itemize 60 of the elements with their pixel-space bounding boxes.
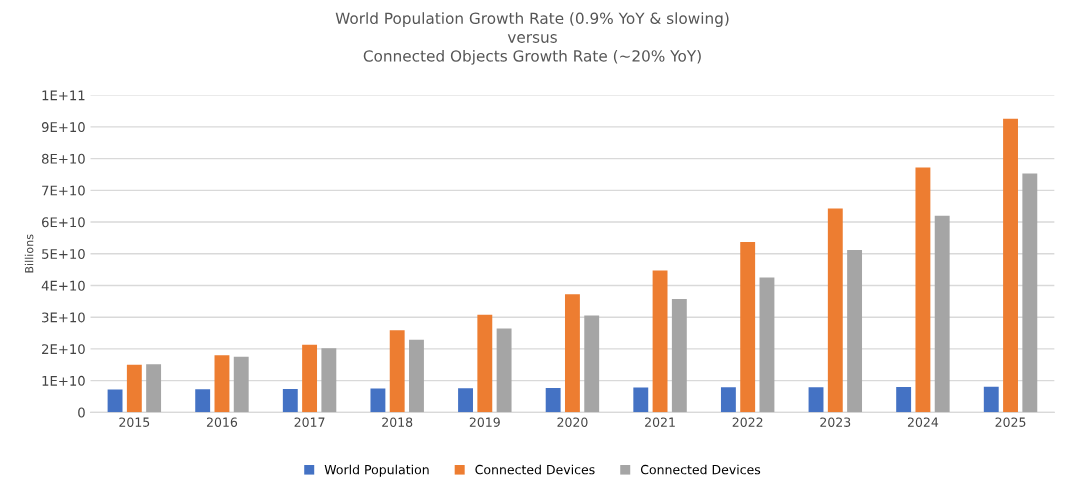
bar	[915, 167, 931, 413]
x-tick-label: 2022	[732, 417, 763, 427]
x-tick-label: 2023	[820, 417, 851, 427]
bar	[496, 328, 512, 413]
bar	[195, 389, 211, 413]
bar	[759, 277, 775, 413]
x-tick-label: 2018	[382, 417, 413, 427]
bar	[458, 388, 473, 413]
y-tick-label: 3E+10	[42, 312, 85, 323]
bar	[477, 314, 493, 413]
bar	[584, 315, 600, 413]
x-tick-label: 2020	[557, 417, 588, 427]
bar	[983, 386, 999, 413]
bar	[1003, 118, 1018, 413]
bar	[633, 387, 649, 413]
y-tick-label: 5E+10	[42, 248, 85, 259]
bar	[808, 387, 824, 413]
bar	[896, 386, 912, 413]
y-tick-label: 4E+10	[41, 280, 85, 291]
y-tick-label: 8E+10	[41, 153, 85, 164]
x-tick-label: 2016	[206, 417, 238, 427]
y-tick-label: 6E+10	[42, 217, 85, 228]
bar	[282, 388, 298, 413]
bar	[652, 270, 668, 413]
x-tick-label: 2019	[469, 417, 500, 427]
bar	[409, 339, 424, 413]
bar	[827, 208, 843, 413]
bar	[370, 388, 386, 413]
y-tick-label: 0	[78, 407, 85, 418]
y-tick-label: 7E+10	[42, 185, 85, 196]
legend-label: World Population	[324, 464, 429, 477]
x-tick-label: 2025	[995, 417, 1026, 427]
bar	[321, 348, 337, 413]
y-tick-label: 2E+10	[42, 344, 85, 355]
x-tick-label: 2024	[907, 417, 939, 427]
y-tick-label: 9E+10	[41, 122, 85, 133]
bar	[302, 344, 318, 413]
bar	[564, 294, 580, 413]
x-tick-label: 2017	[294, 417, 325, 427]
bar	[934, 215, 950, 413]
bar	[389, 330, 405, 413]
bar	[545, 387, 561, 413]
bar	[720, 387, 736, 413]
bar	[740, 242, 756, 413]
bar	[126, 364, 142, 413]
x-tick-label: 2015	[119, 417, 150, 427]
y-tick-label: 1E+10	[42, 375, 85, 386]
bar	[146, 364, 162, 413]
x-tick-label: 2021	[645, 417, 675, 427]
legend-label: Connected Devices	[640, 464, 761, 475]
y-tick-label: 1E+11	[42, 90, 85, 101]
bar	[214, 355, 230, 413]
legend-label: Connected Devices	[475, 464, 595, 475]
bar	[847, 249, 863, 413]
bar	[1022, 173, 1038, 413]
bar	[671, 299, 687, 413]
bar	[233, 356, 249, 413]
bar	[107, 389, 123, 413]
chart-title: World Population Growth Rate (0.9% YoY & slowing) versus Connected Objects Growth Rate (~20% YoY)	[335, 12, 729, 65]
y-axis-title: Billions	[24, 234, 34, 273]
